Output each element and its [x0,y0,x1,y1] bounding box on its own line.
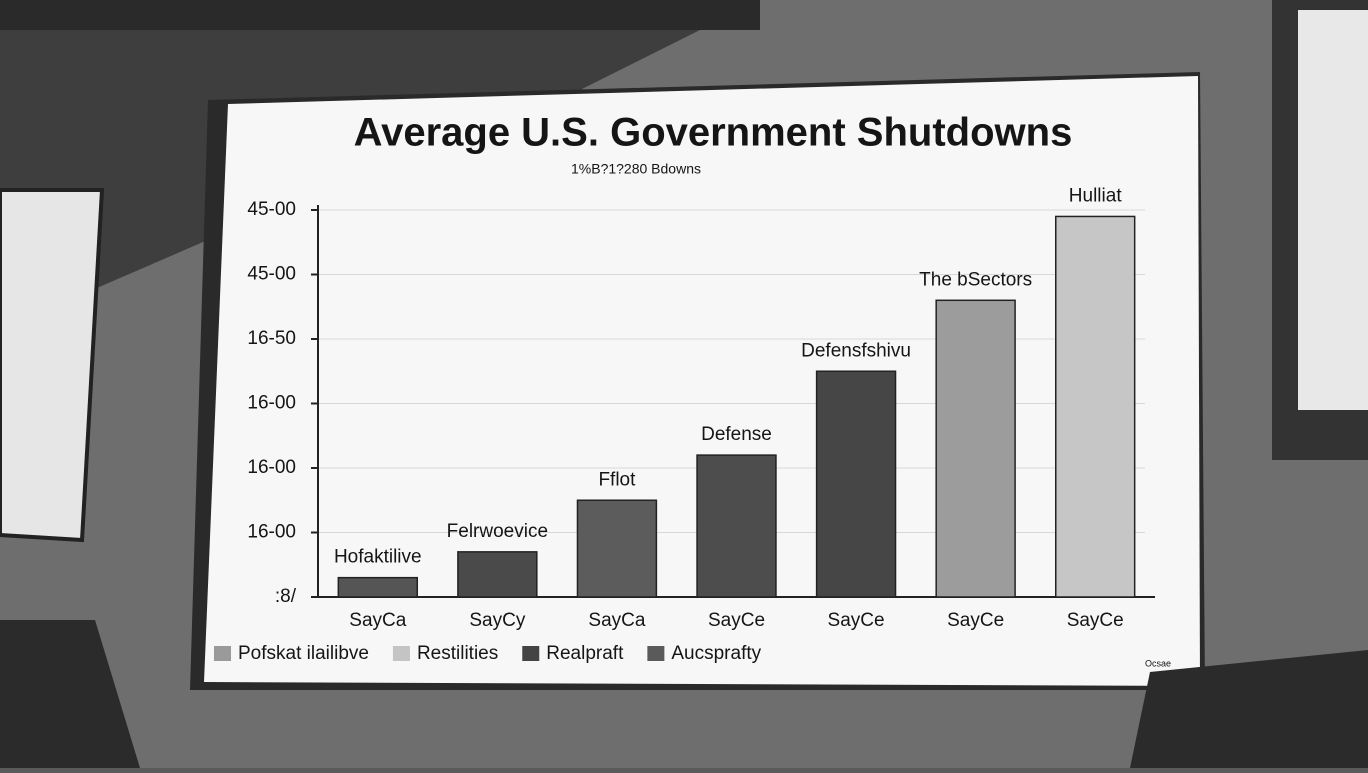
bar [1055,215,1136,598]
chart-subtitle: 1%B?1?280 Bdowns [571,161,701,177]
chair-left [0,620,140,768]
bar [457,551,538,598]
bar-label: The bSectors [919,269,1032,290]
side-poster [0,188,105,543]
x-tick-label: SayCe [708,610,765,631]
y-tick-label: 16-00 [247,393,296,414]
x-tick-label: SayCe [947,610,1004,631]
y-tick-label: 16-00 [247,522,296,543]
chart-title: Average U.S. Government Shutdowns [354,111,1073,155]
x-tick-label: SayCy [469,610,525,631]
bar [337,576,418,598]
y-tick-label: 45-00 [247,264,296,285]
right-poster [1298,10,1368,410]
note: Ocsae [1145,658,1171,668]
legend-label: Realpraft [546,643,624,664]
bar [576,499,658,598]
bar-label: Felrwoevice [447,521,548,542]
bar [935,299,1016,598]
bar [696,454,777,598]
legend-swatch [392,646,410,661]
legend-swatch [214,646,231,661]
y-tick-label: :8/ [275,586,297,607]
bar-label: Hulliat [1069,185,1123,206]
top-frame [0,0,760,30]
legend-label: Pofskat ilailibve [238,643,369,664]
chair-right [1130,650,1368,768]
bar-label: Defensfshivu [801,340,911,361]
y-tick-label: 16-50 [247,328,296,349]
bar-label: Hofaktilive [334,547,422,568]
legend-swatch [522,646,540,661]
bar [815,370,897,598]
legend-label: Restilities [417,643,498,664]
bar-label: Fflot [598,469,636,490]
x-tick-label: SayCa [588,610,645,631]
legend-swatch [647,646,665,661]
x-tick-label: SayCa [349,610,406,631]
x-tick-label: SayCe [828,610,885,631]
x-tick-label: SayCe [1067,610,1124,631]
y-tick-label: 45-00 [247,199,296,220]
bar-label: Defense [701,424,772,445]
y-tick-label: 16-00 [247,457,296,478]
legend-label: Aucspraftу [671,643,761,664]
